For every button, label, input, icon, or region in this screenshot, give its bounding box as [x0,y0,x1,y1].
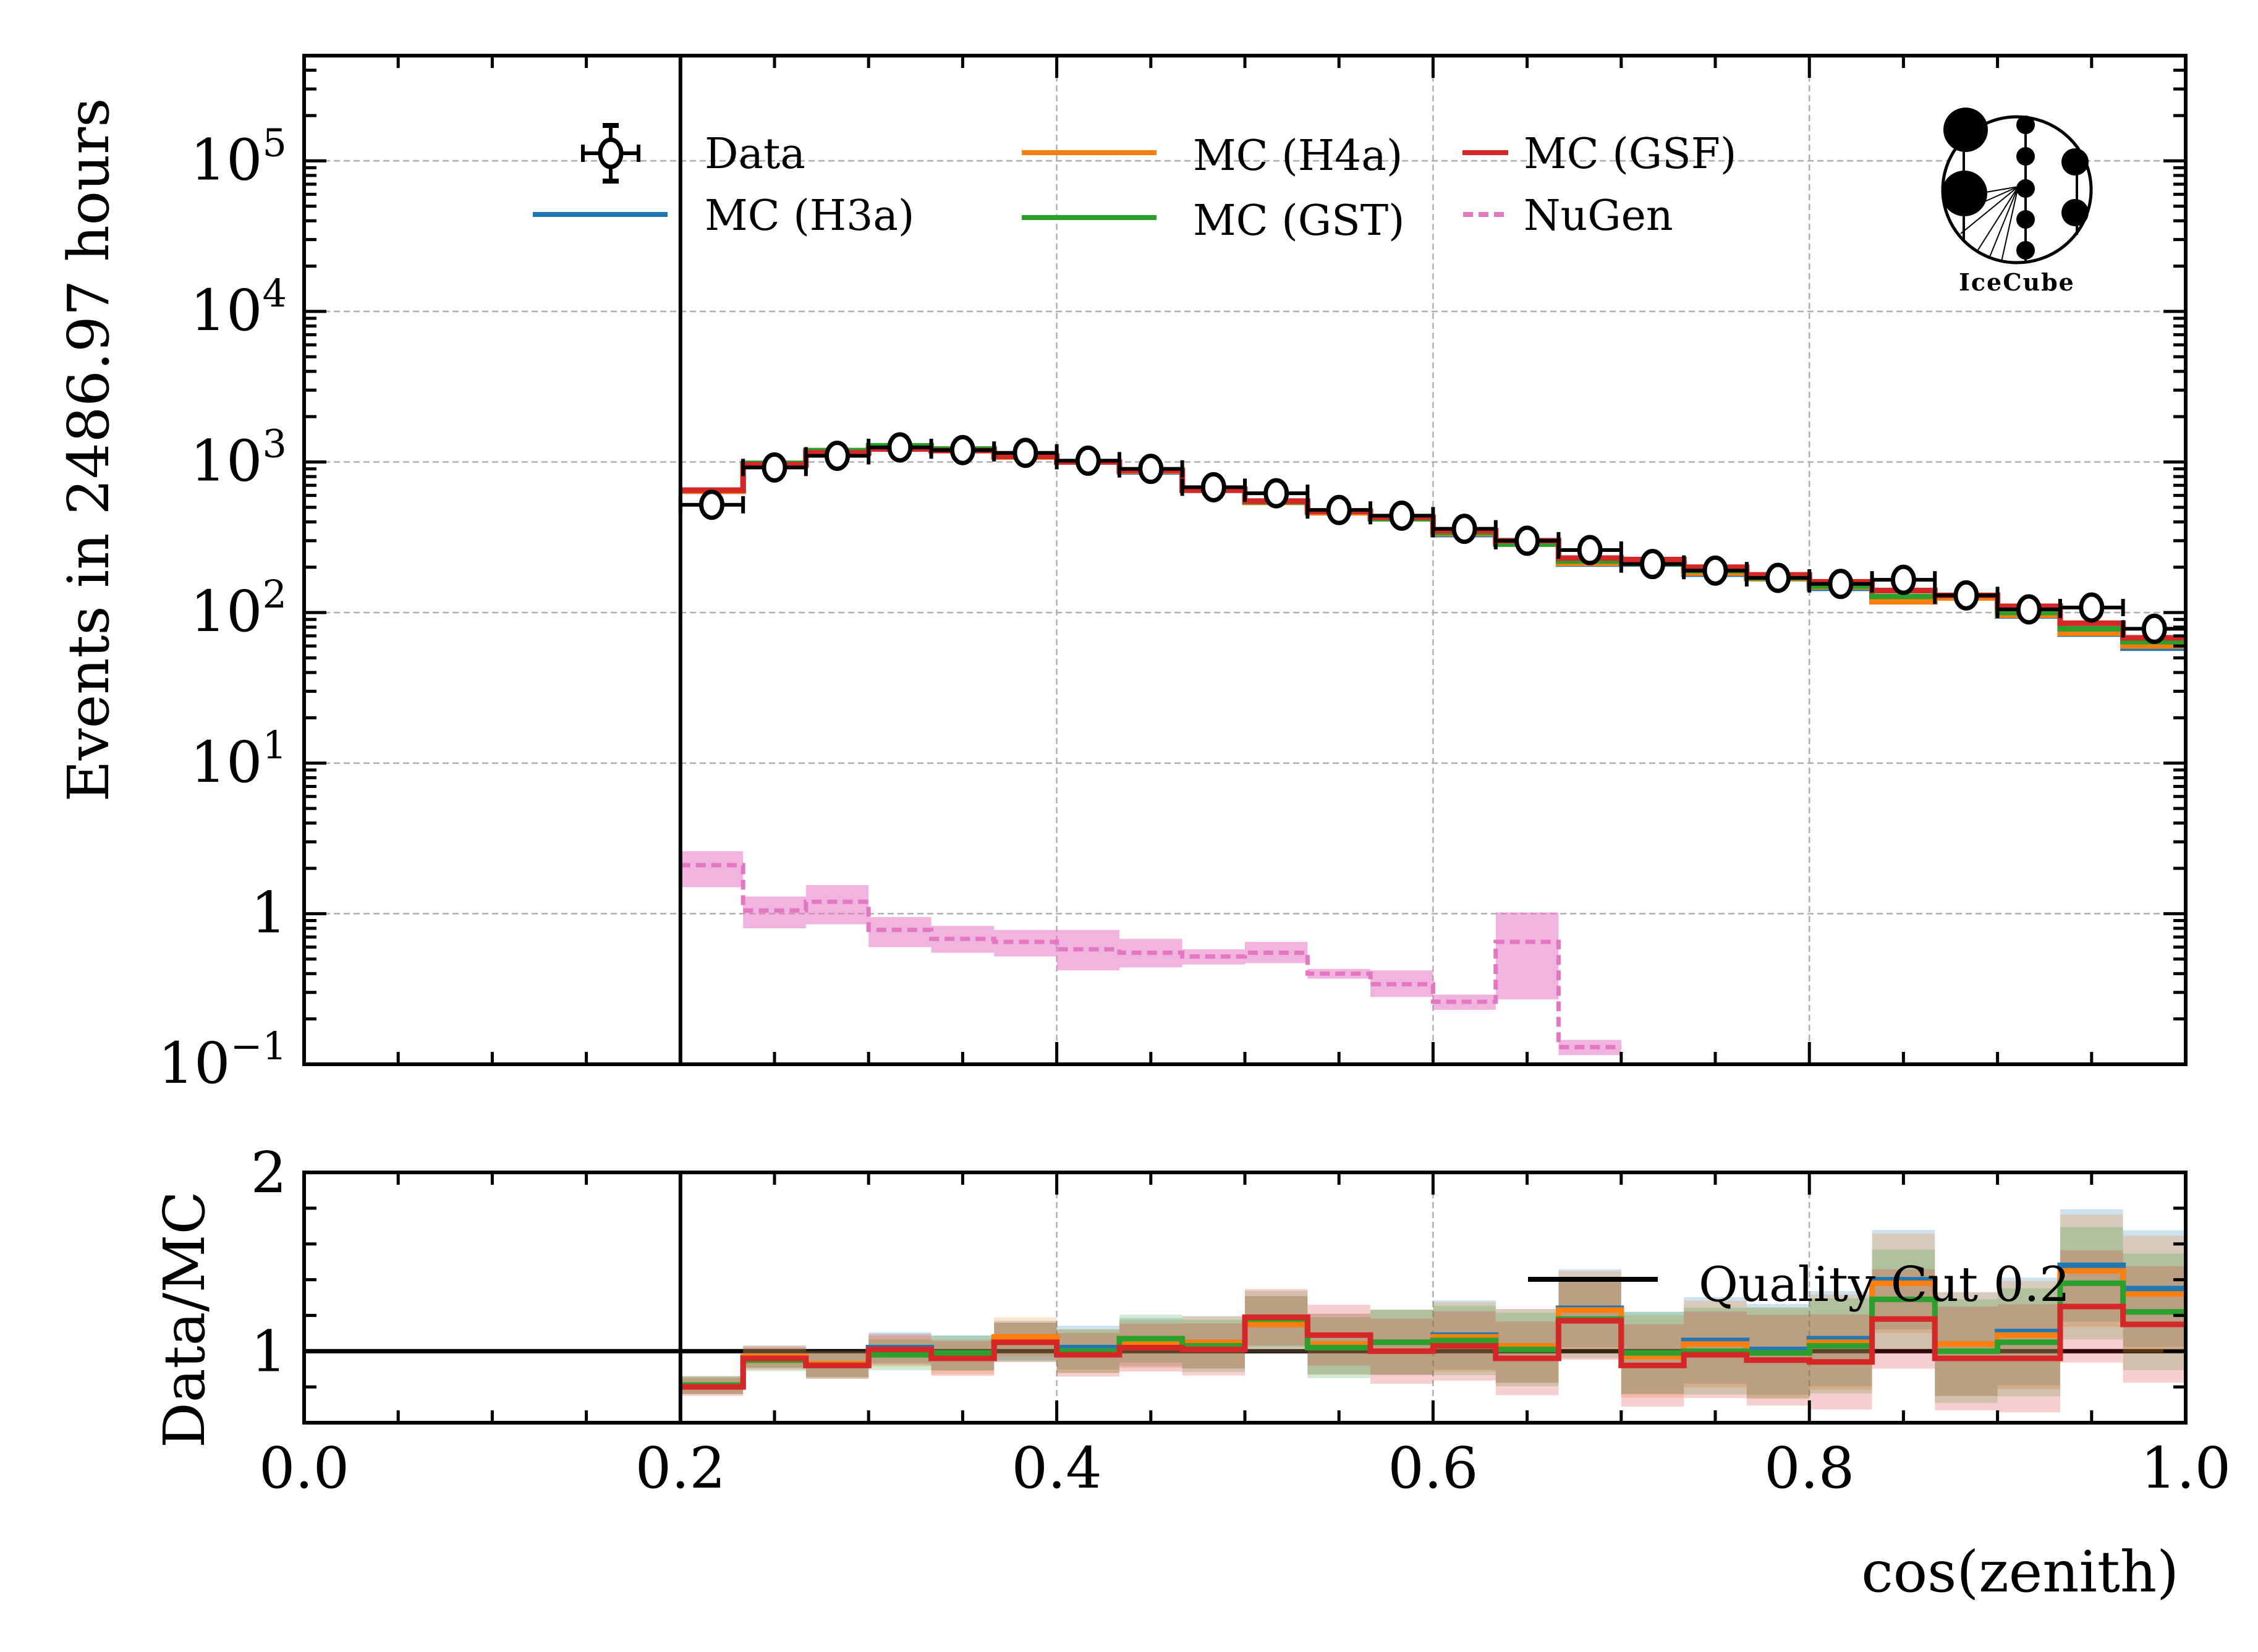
y-tick-label: 1 [250,879,287,946]
legend-label-h4a: MC (H4a) [1193,132,1403,180]
data-point [1933,580,2000,611]
data-marker [1577,535,1603,565]
data-marker [1389,500,1415,531]
legend-entry-gst: MC (GST) [1022,197,1405,245]
data-marker [1200,472,1226,502]
legend-entry-h4a: MC (H4a) [1022,132,1403,180]
y-tick-label: 10−1 [158,1023,287,1096]
data-point [1431,514,1498,544]
legend-label-data: Data [705,130,805,179]
ratio-legend-label: Quality Cut 0.2 [1699,1257,2070,1313]
data-marker [1075,445,1101,476]
main-legend: Data MC (H3a) MC (H4a) MC (GST) MC (GSF) [533,123,1736,245]
x-tick-label: 0.0 [259,1435,349,1501]
data-marker [2141,613,2167,644]
data-marker [1828,569,1854,599]
data-point [1619,549,1686,580]
data-points [678,432,2188,644]
legend-entry-gsf: MC (GSF) [1462,130,1736,179]
icecube-logo-text: IceCube [1959,268,2075,296]
legend-entry-h3a: MC (H3a) [533,192,914,240]
series-nugen [680,863,1621,1049]
data-point [1243,478,1310,509]
data-point [804,440,871,471]
data-point [2058,592,2125,623]
data-marker [1639,549,1665,580]
y-tick-label: 105 [190,120,287,193]
y-tick-label: 2 [250,1140,287,1206]
data-point [1682,555,1749,586]
x-tick-label: 0.6 [1388,1435,1478,1501]
ratio-axes-frame [302,1171,2188,1425]
data-marker [1326,494,1352,525]
data-marker [1138,454,1164,485]
legend-label-h3a: MC (H3a) [705,192,914,240]
main-ticks [302,54,2188,1066]
y-tick-label: 103 [190,421,287,494]
data-marker [2079,592,2105,623]
data-point [1180,472,1247,502]
ratio-lines [680,1209,2186,1413]
data-marker [1012,438,1038,468]
ratio-panel: 12 0.0 0.2 0.4 0.6 0.8 1.0 Data/MC cos(zenith… [151,1140,2231,1605]
x-tick-label: 0.8 [1764,1435,1854,1501]
data-marker [1953,580,1979,611]
icecube-logo: IceCube [1941,108,2093,296]
data-marker [887,432,913,463]
x-tick-label: 0.2 [635,1435,726,1501]
main-y-tick-labels: 10−1 1 101 102 103 104 105 [158,120,287,1096]
data-marker [1702,555,1728,586]
y-tick-label: 102 [190,572,287,645]
data-marker [949,434,975,465]
data-marker [698,489,724,520]
nugen-uncertainty-band [680,851,744,887]
y-tick-label: 1 [250,1318,287,1384]
main-y-axis-label: Events in 2486.97 hours [56,98,122,802]
data-marker [1263,478,1289,509]
legend-label-gsf: MC (GSF) [1524,130,1736,179]
ratio-y-tick-labels: 12 [250,1140,287,1384]
nugen-uncertainty-band [1495,912,1559,999]
data-point [1870,564,1937,595]
main-axes-frame [302,54,2188,1066]
data-marker [1890,564,1916,595]
x-axis-label: cos(zenith) [1861,1539,2179,1605]
data-marker [2016,594,2042,625]
legend-entry-nugen: NuGen [1463,192,1673,240]
data-point [741,452,808,483]
ratio-x-tick-labels: 0.0 0.2 0.4 0.6 0.8 1.0 [259,1435,2231,1501]
legend-label-gst: MC (GST) [1193,197,1405,245]
legend-entry-data: Data [581,123,805,184]
y-tick-label: 104 [190,271,287,344]
data-point [1117,454,1184,485]
x-tick-label: 0.4 [1011,1435,1101,1501]
data-point [992,438,1059,468]
ratio-legend: Quality Cut 0.2 [1528,1257,2070,1313]
data-point [1556,535,1623,565]
data-marker [1514,525,1540,556]
data-marker [825,440,851,471]
data-point [678,489,745,520]
y-tick-label: 101 [190,722,287,795]
data-marker [1765,562,1791,593]
data-marker [1451,514,1477,544]
ratio-y-axis-label: Data/MC [151,1191,218,1448]
x-tick-label: 1.0 [2141,1435,2231,1501]
legend-label-nugen: NuGen [1524,192,1673,240]
main-panel: 10−1 1 101 102 103 104 105 Events in 2486.97 h… [56,54,2188,1096]
data-point [1807,569,1874,599]
ratio-series-mc-gsf [680,1303,2186,1390]
data-marker [762,452,787,483]
legend-marker-data [581,123,640,184]
nugen-uncertainty-band [805,885,869,925]
